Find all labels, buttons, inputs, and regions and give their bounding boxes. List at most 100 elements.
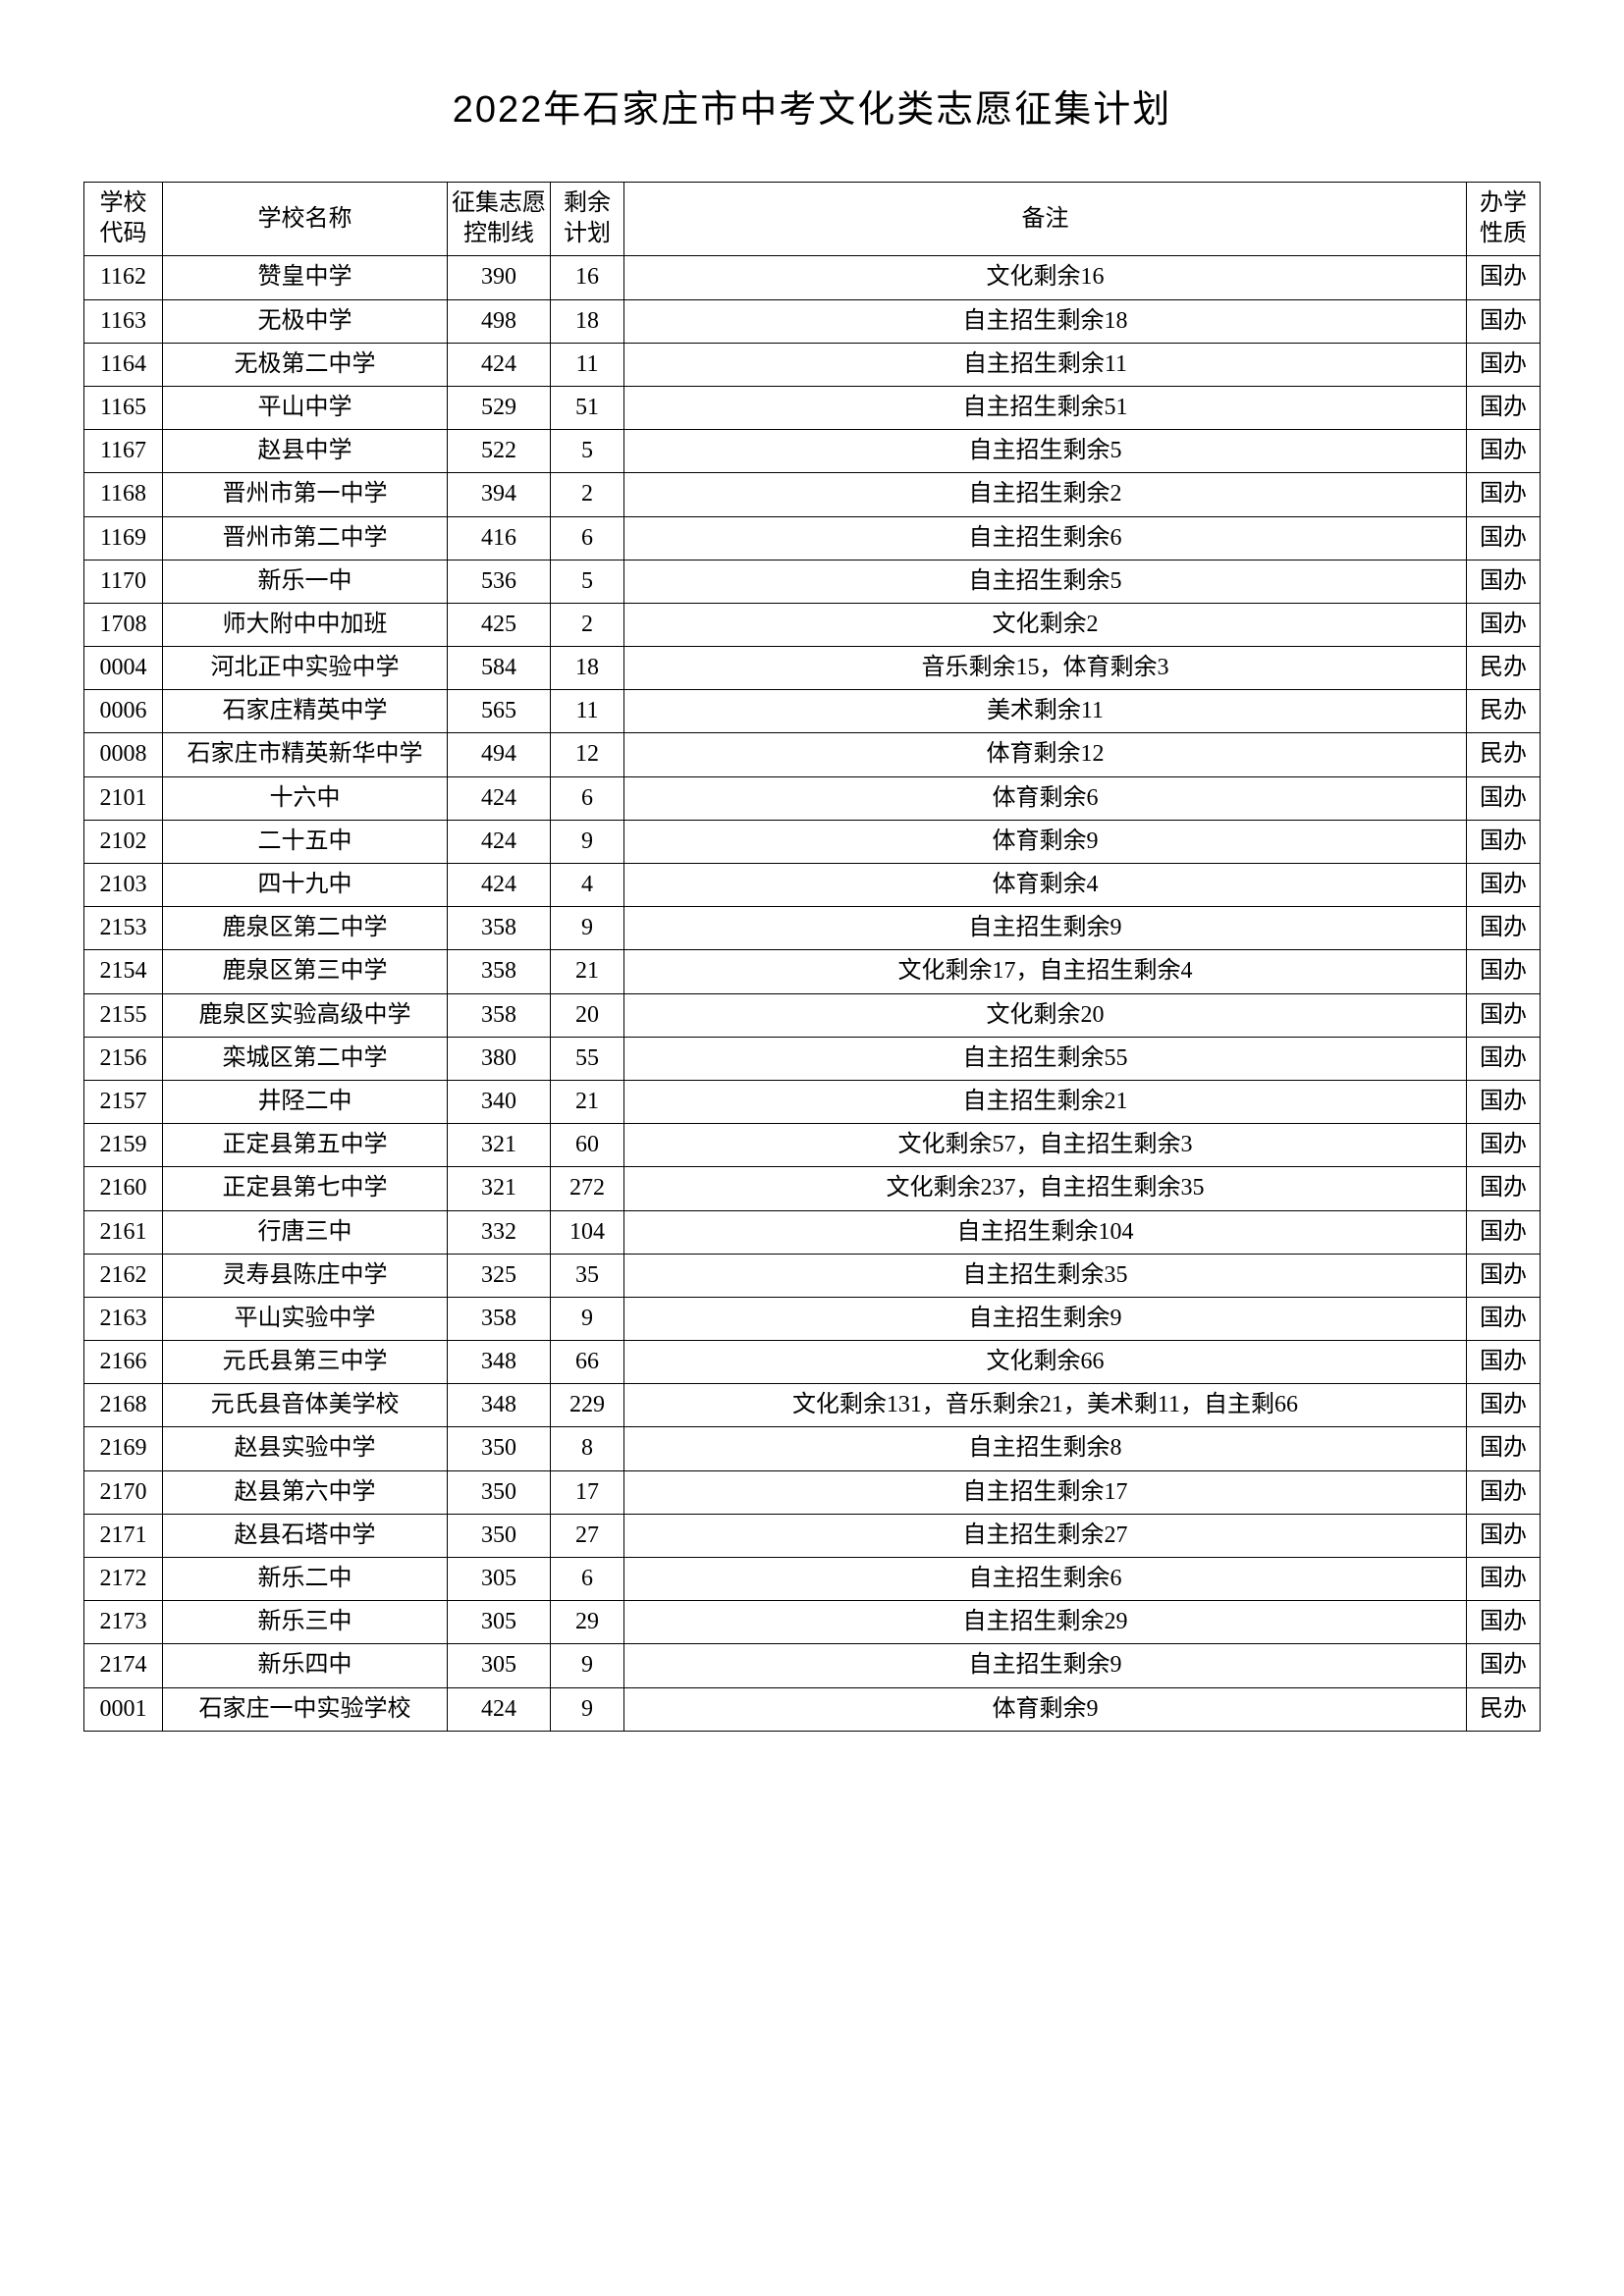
- table-row: 0001石家庄一中实验学校4249体育剩余9民办: [84, 1687, 1541, 1731]
- table-cell: 380: [448, 1037, 551, 1080]
- table-cell: 文化剩余2: [624, 603, 1467, 646]
- table-cell: 国办: [1467, 1470, 1541, 1514]
- table-cell: 0001: [84, 1687, 163, 1731]
- table-cell: 自主招生剩余104: [624, 1210, 1467, 1254]
- table-cell: 2174: [84, 1644, 163, 1687]
- table-cell: 文化剩余20: [624, 993, 1467, 1037]
- table-cell: 2101: [84, 776, 163, 820]
- table-cell: 1167: [84, 430, 163, 473]
- table-cell: 正定县第五中学: [163, 1124, 448, 1167]
- table-cell: 2155: [84, 993, 163, 1037]
- table-row: 2157井陉二中34021自主招生剩余21国办: [84, 1080, 1541, 1123]
- table-cell: 国办: [1467, 820, 1541, 863]
- table-cell: 体育剩余4: [624, 864, 1467, 907]
- table-row: 2156栾城区第二中学38055自主招生剩余55国办: [84, 1037, 1541, 1080]
- table-cell: 自主招生剩余8: [624, 1427, 1467, 1470]
- table-cell: 425: [448, 603, 551, 646]
- table-row: 2170赵县第六中学35017自主招生剩余17国办: [84, 1470, 1541, 1514]
- table-cell: 2161: [84, 1210, 163, 1254]
- table-cell: 18: [551, 299, 624, 343]
- table-cell: 522: [448, 430, 551, 473]
- table-cell: 321: [448, 1167, 551, 1210]
- table-cell: 赞皇中学: [163, 256, 448, 299]
- table-cell: 鹿泉区第二中学: [163, 907, 448, 950]
- table-cell: 2: [551, 603, 624, 646]
- table-cell: 5: [551, 430, 624, 473]
- table-row: 1170新乐一中5365自主招生剩余5国办: [84, 560, 1541, 603]
- table-cell: 文化剩余131，音乐剩余21，美术剩11，自主剩66: [624, 1384, 1467, 1427]
- table-cell: 2172: [84, 1558, 163, 1601]
- table-cell: 1163: [84, 299, 163, 343]
- table-cell: 17: [551, 1470, 624, 1514]
- table-cell: 国办: [1467, 343, 1541, 386]
- table-cell: 424: [448, 864, 551, 907]
- table-cell: 赵县第六中学: [163, 1470, 448, 1514]
- table-cell: 2163: [84, 1297, 163, 1340]
- col-school-code: 学校代码: [84, 183, 163, 256]
- table-cell: 新乐三中: [163, 1601, 448, 1644]
- table-cell: 358: [448, 993, 551, 1037]
- table-cell: 6: [551, 1558, 624, 1601]
- table-cell: 国办: [1467, 907, 1541, 950]
- table-cell: 424: [448, 1687, 551, 1731]
- table-cell: 赵县中学: [163, 430, 448, 473]
- table-cell: 国办: [1467, 1601, 1541, 1644]
- table-cell: 1164: [84, 343, 163, 386]
- table-cell: 2156: [84, 1037, 163, 1080]
- plan-table: 学校代码 学校名称 征集志愿控制线 剩余计划 备注 办学性质 1162赞皇中学3…: [83, 182, 1541, 1732]
- table-cell: 赵县石塔中学: [163, 1514, 448, 1557]
- table-row: 2153鹿泉区第二中学3589自主招生剩余9国办: [84, 907, 1541, 950]
- table-cell: 424: [448, 776, 551, 820]
- table-cell: 民办: [1467, 647, 1541, 690]
- table-cell: 石家庄精英中学: [163, 690, 448, 733]
- table-cell: 国办: [1467, 1254, 1541, 1297]
- table-row: 2173新乐三中30529自主招生剩余29国办: [84, 1601, 1541, 1644]
- table-cell: 340: [448, 1080, 551, 1123]
- table-row: 2174新乐四中3059自主招生剩余9国办: [84, 1644, 1541, 1687]
- table-cell: 332: [448, 1210, 551, 1254]
- table-cell: 348: [448, 1384, 551, 1427]
- table-cell: 536: [448, 560, 551, 603]
- table-cell: 2169: [84, 1427, 163, 1470]
- table-row: 1164无极第二中学42411自主招生剩余11国办: [84, 343, 1541, 386]
- table-cell: 十六中: [163, 776, 448, 820]
- table-cell: 国办: [1467, 1080, 1541, 1123]
- table-cell: 民办: [1467, 1687, 1541, 1731]
- table-row: 0004河北正中实验中学58418音乐剩余15，体育剩余3民办: [84, 647, 1541, 690]
- table-cell: 晋州市第一中学: [163, 473, 448, 516]
- table-body: 1162赞皇中学39016文化剩余16国办1163无极中学49818自主招生剩余…: [84, 256, 1541, 1731]
- table-cell: 11: [551, 690, 624, 733]
- table-cell: 国办: [1467, 1341, 1541, 1384]
- table-cell: 平山中学: [163, 386, 448, 429]
- table-cell: 民办: [1467, 733, 1541, 776]
- table-cell: 自主招生剩余6: [624, 516, 1467, 560]
- table-cell: 国办: [1467, 299, 1541, 343]
- table-cell: 9: [551, 1644, 624, 1687]
- table-cell: 石家庄市精英新华中学: [163, 733, 448, 776]
- table-cell: 321: [448, 1124, 551, 1167]
- table-cell: 行唐三中: [163, 1210, 448, 1254]
- table-cell: 9: [551, 820, 624, 863]
- table-cell: 美术剩余11: [624, 690, 1467, 733]
- table-cell: 四十九中: [163, 864, 448, 907]
- table-cell: 平山实验中学: [163, 1297, 448, 1340]
- table-row: 2161行唐三中332104自主招生剩余104国办: [84, 1210, 1541, 1254]
- table-cell: 2170: [84, 1470, 163, 1514]
- table-cell: 2157: [84, 1080, 163, 1123]
- table-cell: 16: [551, 256, 624, 299]
- table-cell: 12: [551, 733, 624, 776]
- table-cell: 师大附中中加班: [163, 603, 448, 646]
- table-cell: 国办: [1467, 864, 1541, 907]
- table-cell: 1165: [84, 386, 163, 429]
- table-cell: 体育剩余9: [624, 1687, 1467, 1731]
- table-cell: 55: [551, 1037, 624, 1080]
- table-cell: 4: [551, 864, 624, 907]
- table-cell: 584: [448, 647, 551, 690]
- table-cell: 424: [448, 343, 551, 386]
- table-cell: 栾城区第二中学: [163, 1037, 448, 1080]
- table-cell: 国办: [1467, 1037, 1541, 1080]
- table-cell: 石家庄一中实验学校: [163, 1687, 448, 1731]
- table-cell: 新乐一中: [163, 560, 448, 603]
- table-cell: 自主招生剩余5: [624, 430, 1467, 473]
- table-cell: 自主招生剩余5: [624, 560, 1467, 603]
